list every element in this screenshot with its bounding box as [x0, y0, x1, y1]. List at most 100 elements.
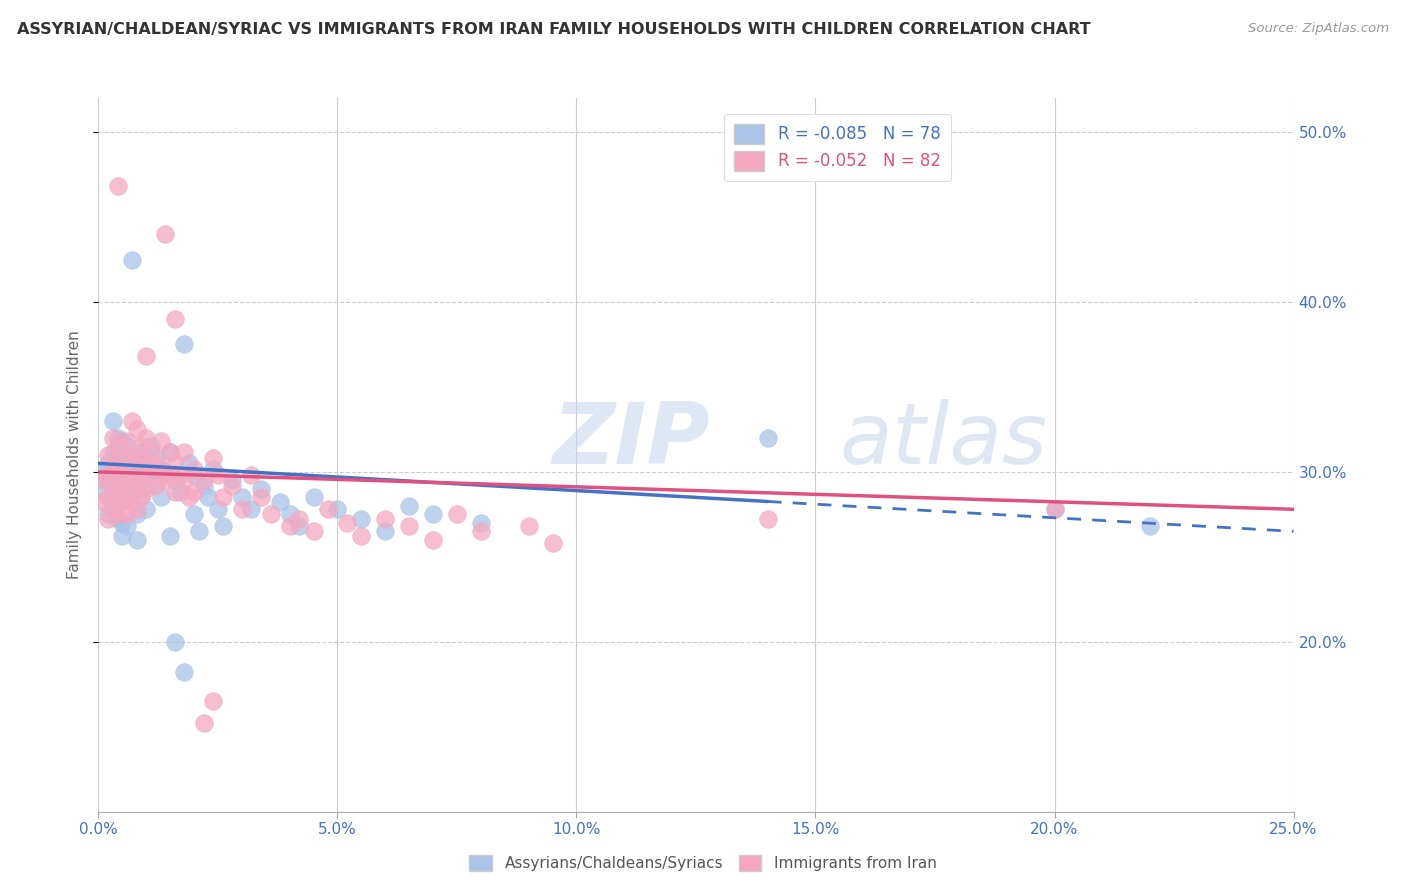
- Point: [470, 516, 492, 530]
- Point: [97, 474, 120, 488]
- Point: [97, 508, 120, 522]
- Point: [187, 524, 209, 539]
- Point: [97, 468, 120, 483]
- Point: [173, 444, 195, 458]
- Point: [1043, 502, 1066, 516]
- Point: [121, 252, 143, 267]
- Point: [101, 485, 124, 500]
- Point: [183, 468, 205, 483]
- Point: [101, 502, 124, 516]
- Point: [163, 312, 186, 326]
- Point: [145, 457, 167, 471]
- Point: [121, 495, 143, 509]
- Point: [288, 512, 311, 526]
- Point: [240, 502, 263, 516]
- Point: [131, 468, 153, 483]
- Point: [145, 478, 167, 492]
- Text: ZIP: ZIP: [553, 399, 710, 483]
- Point: [211, 491, 233, 505]
- Point: [326, 502, 349, 516]
- Point: [125, 422, 148, 436]
- Point: [163, 474, 186, 488]
- Point: [145, 474, 167, 488]
- Point: [541, 536, 564, 550]
- Point: [193, 474, 215, 488]
- Point: [398, 499, 420, 513]
- Point: [139, 444, 162, 458]
- Point: [193, 478, 215, 492]
- Point: [115, 508, 138, 522]
- Point: [163, 457, 186, 471]
- Point: [91, 482, 114, 496]
- Point: [197, 491, 219, 505]
- Point: [101, 457, 124, 471]
- Point: [350, 512, 373, 526]
- Point: [179, 491, 201, 505]
- Point: [101, 478, 124, 492]
- Point: [250, 482, 273, 496]
- Point: [302, 524, 325, 539]
- Point: [111, 434, 134, 449]
- Point: [756, 431, 779, 445]
- Point: [121, 448, 143, 462]
- Point: [155, 227, 177, 241]
- Point: [207, 468, 229, 483]
- Text: ASSYRIAN/CHALDEAN/SYRIAC VS IMMIGRANTS FROM IRAN FAMILY HOUSEHOLDS WITH CHILDREN: ASSYRIAN/CHALDEAN/SYRIAC VS IMMIGRANTS F…: [17, 22, 1091, 37]
- Point: [135, 457, 157, 471]
- Point: [107, 508, 129, 522]
- Point: [446, 508, 468, 522]
- Point: [159, 529, 181, 543]
- Point: [193, 716, 215, 731]
- Point: [288, 519, 311, 533]
- Point: [183, 461, 205, 475]
- Point: [1043, 502, 1066, 516]
- Point: [97, 491, 120, 505]
- Point: [111, 474, 134, 488]
- Point: [107, 439, 129, 453]
- Point: [97, 448, 120, 462]
- Point: [115, 485, 138, 500]
- Legend: R = -0.085   N = 78, R = -0.052   N = 82: R = -0.085 N = 78, R = -0.052 N = 82: [724, 113, 950, 181]
- Point: [159, 444, 181, 458]
- Point: [155, 468, 177, 483]
- Point: [121, 474, 143, 488]
- Point: [374, 524, 396, 539]
- Point: [183, 485, 205, 500]
- Point: [183, 508, 205, 522]
- Point: [163, 635, 186, 649]
- Point: [121, 448, 143, 462]
- Point: [398, 519, 420, 533]
- Point: [139, 439, 162, 453]
- Point: [91, 465, 114, 479]
- Point: [135, 478, 157, 492]
- Point: [374, 512, 396, 526]
- Point: [149, 434, 172, 449]
- Point: [173, 337, 195, 351]
- Point: [97, 491, 120, 505]
- Point: [221, 478, 243, 492]
- Point: [131, 444, 153, 458]
- Point: [91, 495, 114, 509]
- Point: [202, 694, 225, 708]
- Point: [336, 516, 359, 530]
- Point: [517, 519, 540, 533]
- Point: [422, 533, 444, 547]
- Point: [115, 461, 138, 475]
- Point: [173, 665, 195, 680]
- Point: [107, 485, 129, 500]
- Point: [179, 457, 201, 471]
- Point: [115, 491, 138, 505]
- Point: [125, 478, 148, 492]
- Point: [145, 451, 167, 466]
- Point: [107, 465, 129, 479]
- Point: [131, 491, 153, 505]
- Point: [135, 431, 157, 445]
- Point: [211, 519, 233, 533]
- Legend: Assyrians/Chaldeans/Syriacs, Immigrants from Iran: Assyrians/Chaldeans/Syriacs, Immigrants …: [464, 849, 942, 877]
- Point: [107, 478, 129, 492]
- Point: [163, 485, 186, 500]
- Point: [125, 451, 148, 466]
- Point: [278, 519, 301, 533]
- Point: [1139, 519, 1161, 533]
- Point: [149, 461, 172, 475]
